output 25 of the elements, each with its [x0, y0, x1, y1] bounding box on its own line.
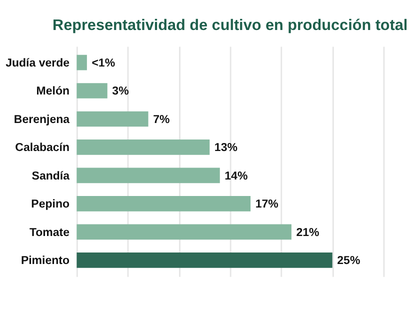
bar [76, 196, 251, 212]
bar [76, 168, 220, 184]
data-label: 13% [214, 142, 238, 154]
y-tick-label: Melón [36, 86, 70, 98]
data-label: 25% [337, 254, 360, 267]
y-tick-label: Judía verde [6, 57, 70, 70]
y-tick-label: Berenjena [14, 114, 70, 126]
bar [76, 83, 108, 98]
bar [76, 140, 210, 155]
y-tick-label: Tomate [29, 226, 70, 239]
y-tick-label: Sandía [32, 170, 70, 182]
bar [76, 111, 148, 127]
y-tick-label: Pepino [31, 198, 70, 211]
y-tick-label: Pimiento [20, 254, 70, 267]
bar [76, 54, 87, 70]
data-label: 17% [255, 198, 278, 211]
data-label: 21% [296, 226, 320, 239]
data-label: 7% [153, 114, 170, 126]
data-label: 14% [224, 170, 248, 182]
chart-title: Representatividad de cultivo en producción total [52, 16, 408, 34]
data-label: 3% [112, 86, 129, 98]
bar [76, 252, 332, 268]
data-label: <1% [92, 57, 116, 70]
bar [76, 224, 292, 240]
y-tick-label: Calabacín [15, 142, 70, 154]
